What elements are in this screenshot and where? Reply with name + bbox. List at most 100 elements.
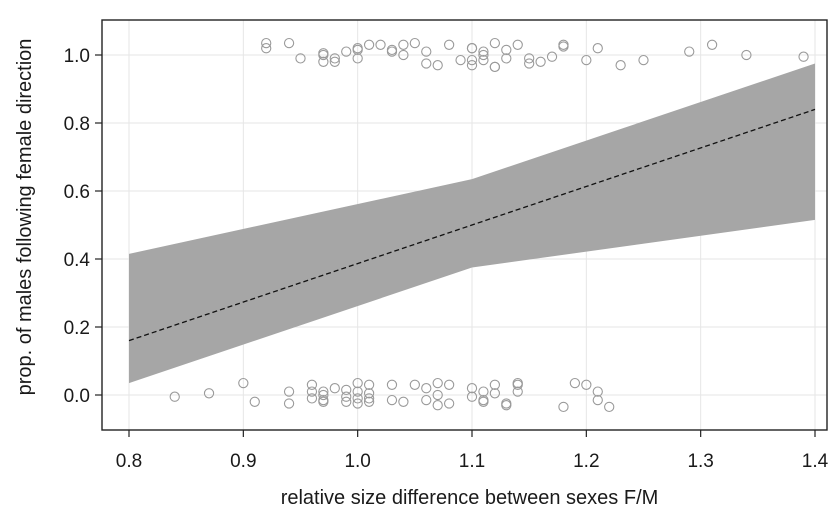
data-point [352,53,363,64]
data-point [558,39,569,50]
data-point [443,379,455,390]
data-point [398,49,409,61]
data-point [478,49,489,61]
data-point [352,386,363,397]
data-point [306,393,318,404]
data-point [341,391,352,402]
data-point [466,54,478,66]
data-point [443,39,455,50]
data-point [409,379,420,390]
data-point [329,56,340,67]
data-point [455,54,466,66]
data-point [283,37,295,49]
data-points [169,37,809,413]
data-point [798,51,809,62]
data-point [489,37,501,49]
data-point [512,379,523,390]
data-point [569,377,581,389]
data-point [546,51,558,62]
data-point [524,53,535,64]
x-tick-label: 1.4 [802,451,829,472]
x-axis-title: relative size difference between sexes F… [281,487,659,509]
data-point [386,379,398,390]
data-point [501,398,512,409]
data-point [478,396,489,407]
data-point [638,54,649,66]
data-point [489,61,501,73]
x-tick-label: 0.8 [116,451,142,472]
data-point [295,53,306,64]
data-point [512,39,523,50]
x-tick-label: 1.2 [573,451,599,472]
data-point [329,383,340,394]
data-point [398,39,409,50]
y-tick-label: 0.0 [64,386,90,407]
data-point [329,53,340,64]
data-point [341,384,352,396]
data-point [249,396,260,407]
data-point [318,56,329,67]
data-point [421,46,432,57]
data-point [432,60,443,71]
x-axis: 0.8 0.9 1.0 1.1 1.2 1.3 1.4 [116,430,829,472]
data-point [512,386,523,397]
data-point [318,48,329,59]
data-point [592,43,603,54]
data-point [341,46,352,57]
confidence-band [129,63,815,384]
data-point [398,396,409,407]
data-point [421,383,432,394]
x-tick-label: 1.3 [687,451,713,472]
data-point [581,379,592,390]
data-point [478,46,489,57]
data-point [318,396,329,407]
data-point [706,39,718,50]
data-point [352,43,363,54]
data-point [592,386,603,397]
data-point [363,379,375,390]
y-tick-label: 0.6 [64,182,90,203]
data-point [741,49,752,61]
data-point [501,44,512,56]
data-point [283,386,295,397]
data-point [501,53,512,64]
data-point [684,46,695,57]
data-point [432,400,443,411]
data-point [261,37,272,49]
data-point [363,39,375,50]
data-point [489,388,501,399]
data-point [604,401,615,413]
data-point [443,398,455,409]
data-point [261,43,272,54]
y-axis-title: prop. of males following female directio… [14,39,36,396]
data-point [409,37,420,49]
data-point [466,383,478,394]
x-tick-label: 1.1 [459,451,485,472]
data-point [352,377,363,389]
data-point [466,60,478,71]
data-point [478,54,489,66]
data-point [363,396,375,407]
data-point [363,388,375,399]
data-point [352,393,363,404]
data-point [478,386,489,397]
data-point [386,44,398,56]
plot-frame [101,19,828,431]
data-point [432,389,443,401]
data-point [283,398,295,409]
y-tick-label: 0.8 [64,114,90,135]
data-point [466,43,478,54]
data-point [581,54,592,66]
data-point [306,386,318,397]
data-point [363,393,375,404]
data-point [421,58,432,69]
x-tick-label: 0.9 [230,451,256,472]
data-point [592,394,603,406]
data-point [375,39,386,50]
data-point [341,396,352,407]
data-point [352,398,363,409]
data-point [238,377,249,389]
data-point [203,388,215,399]
data-point [318,386,329,397]
